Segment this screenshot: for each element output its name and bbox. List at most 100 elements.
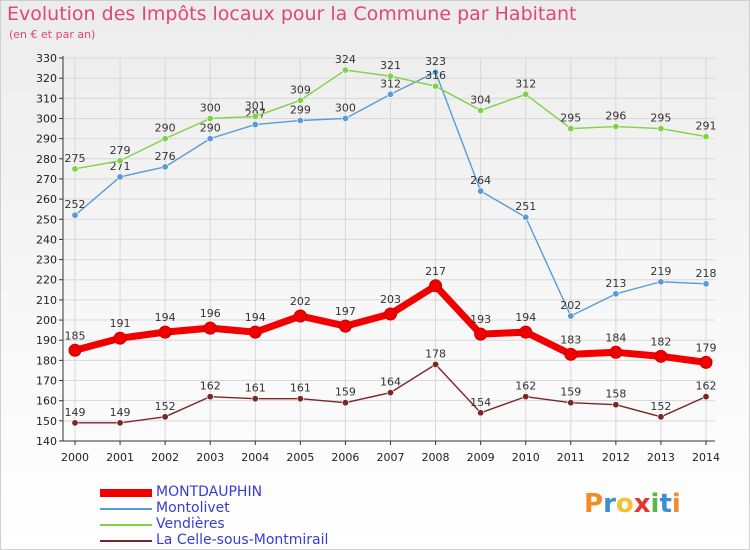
- data-point: [612, 290, 620, 298]
- data-label: 194: [515, 311, 536, 324]
- y-tick-label: 280: [36, 153, 57, 166]
- data-point: [386, 90, 394, 98]
- y-tick-label: 290: [36, 133, 57, 146]
- data-label: 158: [605, 388, 626, 401]
- data-label: 162: [515, 380, 536, 393]
- data-point: [251, 395, 259, 403]
- data-point: [567, 399, 575, 407]
- proxiti-logo: Proxiti: [584, 489, 681, 519]
- y-tick-label: 230: [36, 254, 57, 267]
- data-label: 279: [110, 144, 131, 157]
- data-point: [68, 343, 82, 357]
- data-point: [341, 114, 349, 122]
- data-label: 264: [470, 174, 491, 187]
- data-point: [702, 133, 710, 141]
- data-label: 219: [650, 265, 671, 278]
- data-label: 296: [605, 110, 626, 123]
- data-point: [386, 72, 394, 80]
- data-point: [116, 419, 124, 427]
- data-point: [293, 309, 307, 323]
- x-tick-label: 2007: [377, 451, 405, 464]
- data-label: 309: [290, 83, 311, 96]
- data-label: 291: [696, 120, 717, 133]
- x-tick-label: 2003: [196, 451, 224, 464]
- data-point: [341, 399, 349, 407]
- legend-swatch-la-celle: [100, 540, 152, 542]
- data-label: 178: [425, 347, 446, 360]
- data-label: 271: [110, 160, 131, 173]
- data-label: 179: [696, 341, 717, 354]
- data-label: 194: [245, 311, 266, 324]
- data-point: [251, 121, 259, 129]
- data-label: 324: [335, 53, 356, 66]
- data-point: [71, 211, 79, 219]
- data-label: 161: [245, 382, 266, 395]
- data-label: 316: [425, 69, 446, 82]
- y-tick-label: 190: [36, 334, 57, 347]
- data-label: 191: [110, 317, 131, 330]
- y-tick-label: 240: [36, 233, 57, 246]
- data-point: [161, 413, 169, 421]
- data-label: 202: [560, 299, 581, 312]
- data-point: [567, 125, 575, 133]
- y-tick-label: 300: [36, 112, 57, 125]
- data-point: [702, 280, 710, 288]
- data-label: 183: [560, 333, 581, 346]
- data-point: [654, 349, 668, 363]
- legend-label-vendieres: Vendières: [156, 516, 225, 532]
- y-tick-label: 210: [36, 294, 57, 307]
- data-point: [432, 360, 440, 368]
- y-tick-label: 250: [36, 213, 57, 226]
- x-tick-label: 2004: [241, 451, 269, 464]
- data-point: [702, 393, 710, 401]
- data-point: [116, 157, 124, 165]
- legend-label-montdauphin: MONTDAUPHIN: [156, 484, 263, 500]
- data-point: [384, 307, 397, 321]
- data-label: 159: [335, 386, 356, 399]
- data-label: 304: [470, 93, 491, 106]
- x-tick-label: 2000: [61, 451, 89, 464]
- x-tick-label: 2013: [647, 451, 675, 464]
- data-label: 275: [65, 152, 86, 165]
- data-label: 193: [470, 313, 491, 326]
- data-point: [338, 319, 352, 333]
- data-point: [567, 312, 575, 320]
- data-point: [612, 123, 620, 131]
- data-point: [158, 325, 172, 339]
- x-tick-label: 2009: [467, 451, 495, 464]
- data-label: 159: [560, 386, 581, 399]
- data-label: 323: [425, 55, 446, 68]
- y-tick-label: 320: [36, 72, 57, 85]
- y-tick-label: 200: [36, 314, 57, 327]
- data-label: 162: [696, 380, 717, 393]
- data-label: 217: [425, 265, 446, 278]
- data-point: [71, 165, 79, 173]
- data-point: [477, 106, 485, 114]
- data-label: 162: [200, 380, 221, 393]
- data-point: [296, 395, 304, 403]
- data-point: [474, 327, 488, 341]
- data-label: 154: [470, 396, 491, 409]
- data-label: 149: [65, 406, 86, 419]
- y-tick-label: 330: [36, 52, 57, 65]
- data-point: [206, 393, 214, 401]
- data-label: 202: [290, 295, 311, 308]
- y-tick-label: 180: [36, 354, 57, 367]
- data-label: 290: [200, 122, 221, 135]
- data-point: [161, 135, 169, 143]
- data-point: [161, 163, 169, 171]
- x-tick-label: 2001: [106, 451, 134, 464]
- x-tick-label: 2006: [331, 451, 359, 464]
- data-point: [609, 345, 623, 359]
- data-label: 295: [650, 112, 671, 125]
- chart-title: Evolution des Impôts locaux pour la Comm…: [7, 3, 577, 25]
- data-point: [386, 389, 394, 397]
- data-label: 276: [155, 150, 176, 163]
- data-label: 218: [696, 267, 717, 280]
- data-label: 194: [155, 311, 176, 324]
- data-point: [657, 278, 665, 286]
- data-point: [564, 347, 578, 361]
- data-label: 300: [335, 101, 356, 114]
- data-label: 182: [650, 335, 671, 348]
